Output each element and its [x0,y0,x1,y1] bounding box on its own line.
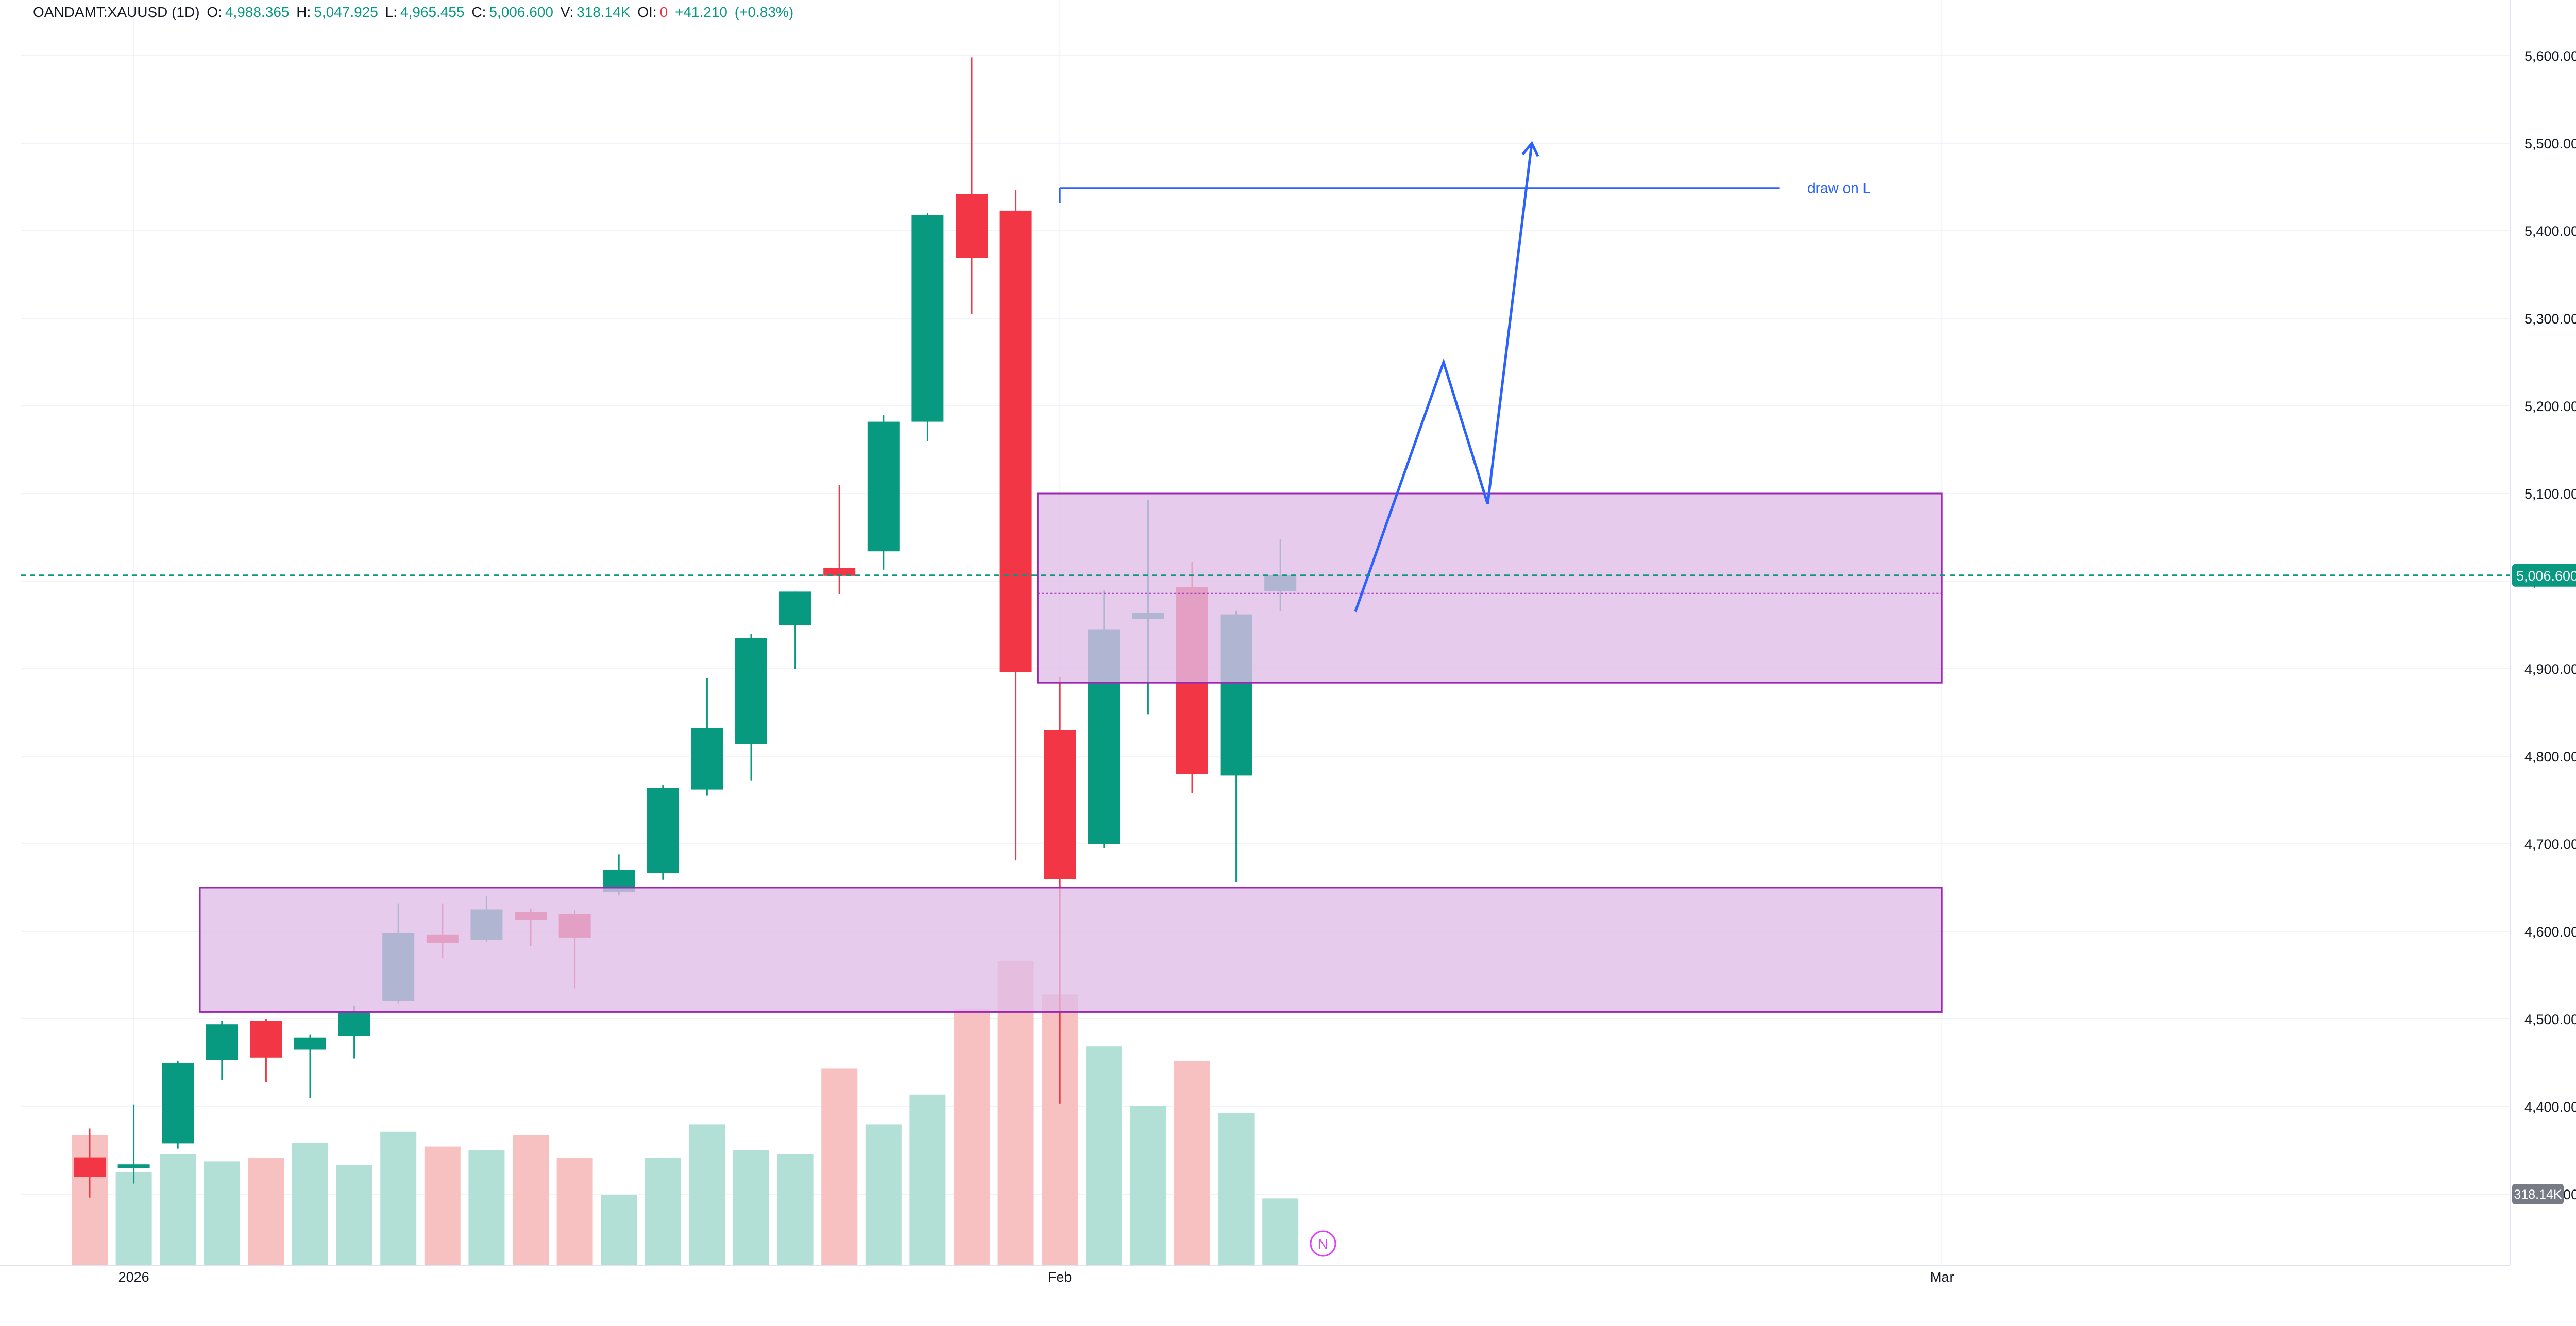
supply-demand-zones[interactable] [199,492,1943,1013]
y-tick-label: 4,900.000 [2524,661,2576,677]
x-tick-label: 2026 [118,1269,149,1285]
volume-bar [1174,1061,1210,1265]
volume-bar [1218,1113,1255,1265]
volume-bar [1262,1198,1299,1265]
volume-bar [468,1150,505,1265]
change-percent: (+0.83%) [734,4,794,20]
volume-bar [424,1146,461,1265]
y-tick-label: 5,400.000 [2524,224,2576,239]
candle-body[interactable] [74,1157,106,1177]
candle-body[interactable] [911,215,944,422]
news-badge-label: N [1318,1236,1328,1252]
last-price-tag-label: 5,006.600 [2516,568,2576,584]
volume-bar [645,1158,681,1265]
volume-bar [248,1158,284,1265]
y-tick-label: 4,800.000 [2524,749,2576,764]
candle-body[interactable] [338,1012,370,1036]
y-tick-label: 4,600.000 [2524,924,2576,940]
change-value: +41.210 [674,4,727,20]
low-label: L: [385,4,398,20]
x-tick-label: Feb [1048,1269,1072,1285]
close-label: C: [471,4,486,20]
volume-value: 318.14K [577,4,631,20]
volume-bar [733,1150,769,1265]
volume-label: V: [560,4,574,20]
volume-bar [204,1161,240,1265]
volume-tag-label: 318.14K [2514,1187,2562,1202]
candle-body[interactable] [956,194,988,258]
y-tick-label: 4,700.000 [2524,837,2576,852]
draw-on-liquidity-label: draw on L [1807,180,1871,196]
volume-bar [909,1094,946,1265]
axes: 5,600.000 5,500.000 5,400.000 5,300.000 5,20… [0,0,2576,1285]
volume-bar [821,1068,858,1265]
volume-bar [336,1165,372,1265]
volume-bar [1130,1106,1166,1265]
volume-bar [115,1172,152,1265]
ohlc-legend: OANDAMT:XAUUSD (1D) O: 4,988.365 H: 5,047.… [33,4,796,21]
overlays: 5,006.600 318.14K N [21,564,2576,1257]
volume-bar [556,1158,593,1265]
candle-body[interactable] [779,591,811,625]
volume-tag [2512,1184,2564,1204]
last-price-tag [2512,564,2576,587]
open-label: O: [207,4,222,20]
drawings[interactable]: draw on L [1059,141,1871,613]
y-tick-label: 5,200.000 [2524,399,2576,414]
projection-path[interactable] [1354,143,1533,613]
symbol-label[interactable]: OANDAMT:XAUUSD (1D) [33,4,200,20]
volume-bar [292,1143,328,1265]
low-value: 4,965.455 [400,4,465,20]
y-tick-label: 5,600.000 [2524,48,2576,64]
volume-bar [380,1131,417,1265]
y-tick-label: 5,100.000 [2524,486,2576,502]
open-value: 4,988.365 [225,4,290,20]
x-tick-label: Mar [1930,1269,1954,1285]
volume-bar [601,1195,637,1265]
volume-bar [513,1135,549,1265]
candle-body[interactable] [867,421,900,552]
candle-body[interactable] [294,1037,326,1050]
volume-bar [954,1009,990,1265]
high-label: H: [296,4,311,20]
candle-body[interactable] [647,788,679,873]
candle-body[interactable] [735,638,767,744]
oi-label: OI: [637,4,657,20]
oi-value: 0 [659,4,668,20]
candle-body[interactable] [117,1164,150,1168]
projection-arrowhead [1521,141,1539,157]
demand-zone[interactable] [199,887,1943,1013]
y-tick-label: 4,500.000 [2524,1012,2576,1027]
volume-bar [777,1154,814,1265]
y-tick-label: 4,400.000 [2524,1099,2576,1115]
candle-body[interactable] [162,1063,194,1144]
candle-body[interactable] [999,210,1032,672]
candle-body[interactable] [823,568,856,576]
volume-bar [689,1124,725,1265]
y-tick-label: 5,500.000 [2524,136,2576,151]
supply-zone[interactable] [1037,492,1943,684]
candle-body[interactable] [250,1021,282,1058]
high-value: 5,047.925 [314,4,378,20]
news-badge[interactable] [1310,1230,1336,1257]
volume-bar [865,1124,902,1265]
close-value: 5,006.600 [489,4,553,20]
candle-body[interactable] [1044,730,1076,879]
volume-bar [1086,1046,1122,1265]
volume-bar [160,1154,196,1265]
candle-body[interactable] [206,1024,238,1060]
candle-body[interactable] [691,728,723,790]
y-tick-label: 5,300.000 [2524,311,2576,327]
